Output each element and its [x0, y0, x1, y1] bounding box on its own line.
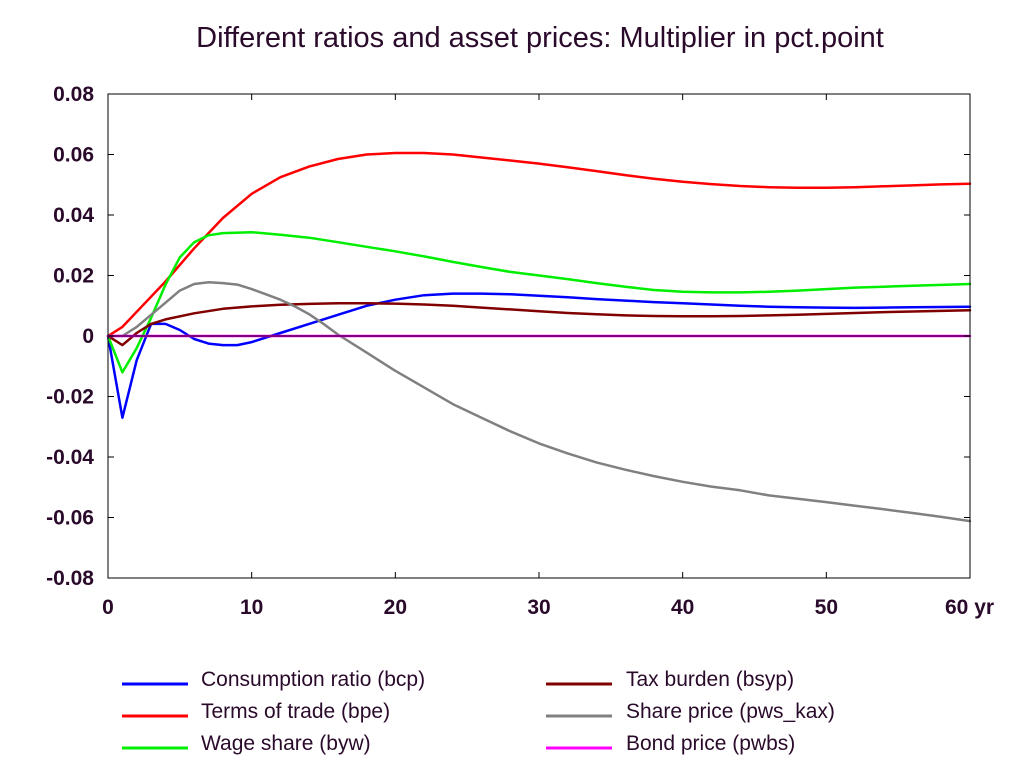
- y-tick-label: 0.08: [53, 83, 94, 106]
- x-tick-label: 60 yr: [945, 596, 994, 619]
- chart-title: Different ratios and asset prices: Multi…: [196, 22, 884, 54]
- series-layer: [106, 151, 972, 523]
- y-tick-label: -0.04: [46, 446, 94, 469]
- y-tick-label: -0.02: [46, 386, 94, 409]
- ticks-layer: 0.08 0.06 0.04 0.02 0 -0.02 -0.04 -0.06 -0.08 0 10…: [46, 83, 994, 619]
- series-line-4: [106, 280, 972, 523]
- legend-label-2: Wage share (byw): [201, 732, 371, 755]
- series-line-0: [106, 292, 972, 419]
- x-tick-label: 0: [102, 596, 114, 619]
- y-tick-label: 0.02: [53, 265, 94, 288]
- legend-label-0: Consumption ratio (bcp): [201, 668, 425, 691]
- y-tick-label: 0.06: [53, 144, 94, 167]
- x-tick-label: 10: [240, 596, 263, 619]
- y-tick-label: -0.06: [46, 507, 94, 530]
- legend-label-3: Tax burden (bsyp): [626, 668, 794, 691]
- series-line-2: [106, 230, 972, 374]
- x-tick-label: 30: [527, 596, 550, 619]
- legend-layer: Consumption ratio (bcp) Terms of trade (b…: [122, 668, 835, 755]
- series-line-1: [106, 151, 972, 338]
- x-tick-label: 20: [384, 596, 407, 619]
- series-line-3: [106, 302, 972, 347]
- x-tick-label: 50: [815, 596, 838, 619]
- legend-label-5: Bond price (pwbs): [626, 732, 795, 755]
- x-tick-label: 40: [671, 596, 694, 619]
- legend-label-4: Share price (pws_kax): [626, 700, 835, 723]
- legend-label-1: Terms of trade (bpe): [201, 700, 390, 723]
- y-tick-label: 0.04: [53, 204, 94, 227]
- y-tick-label: 0: [82, 325, 94, 348]
- y-tick-label: -0.08: [46, 567, 94, 590]
